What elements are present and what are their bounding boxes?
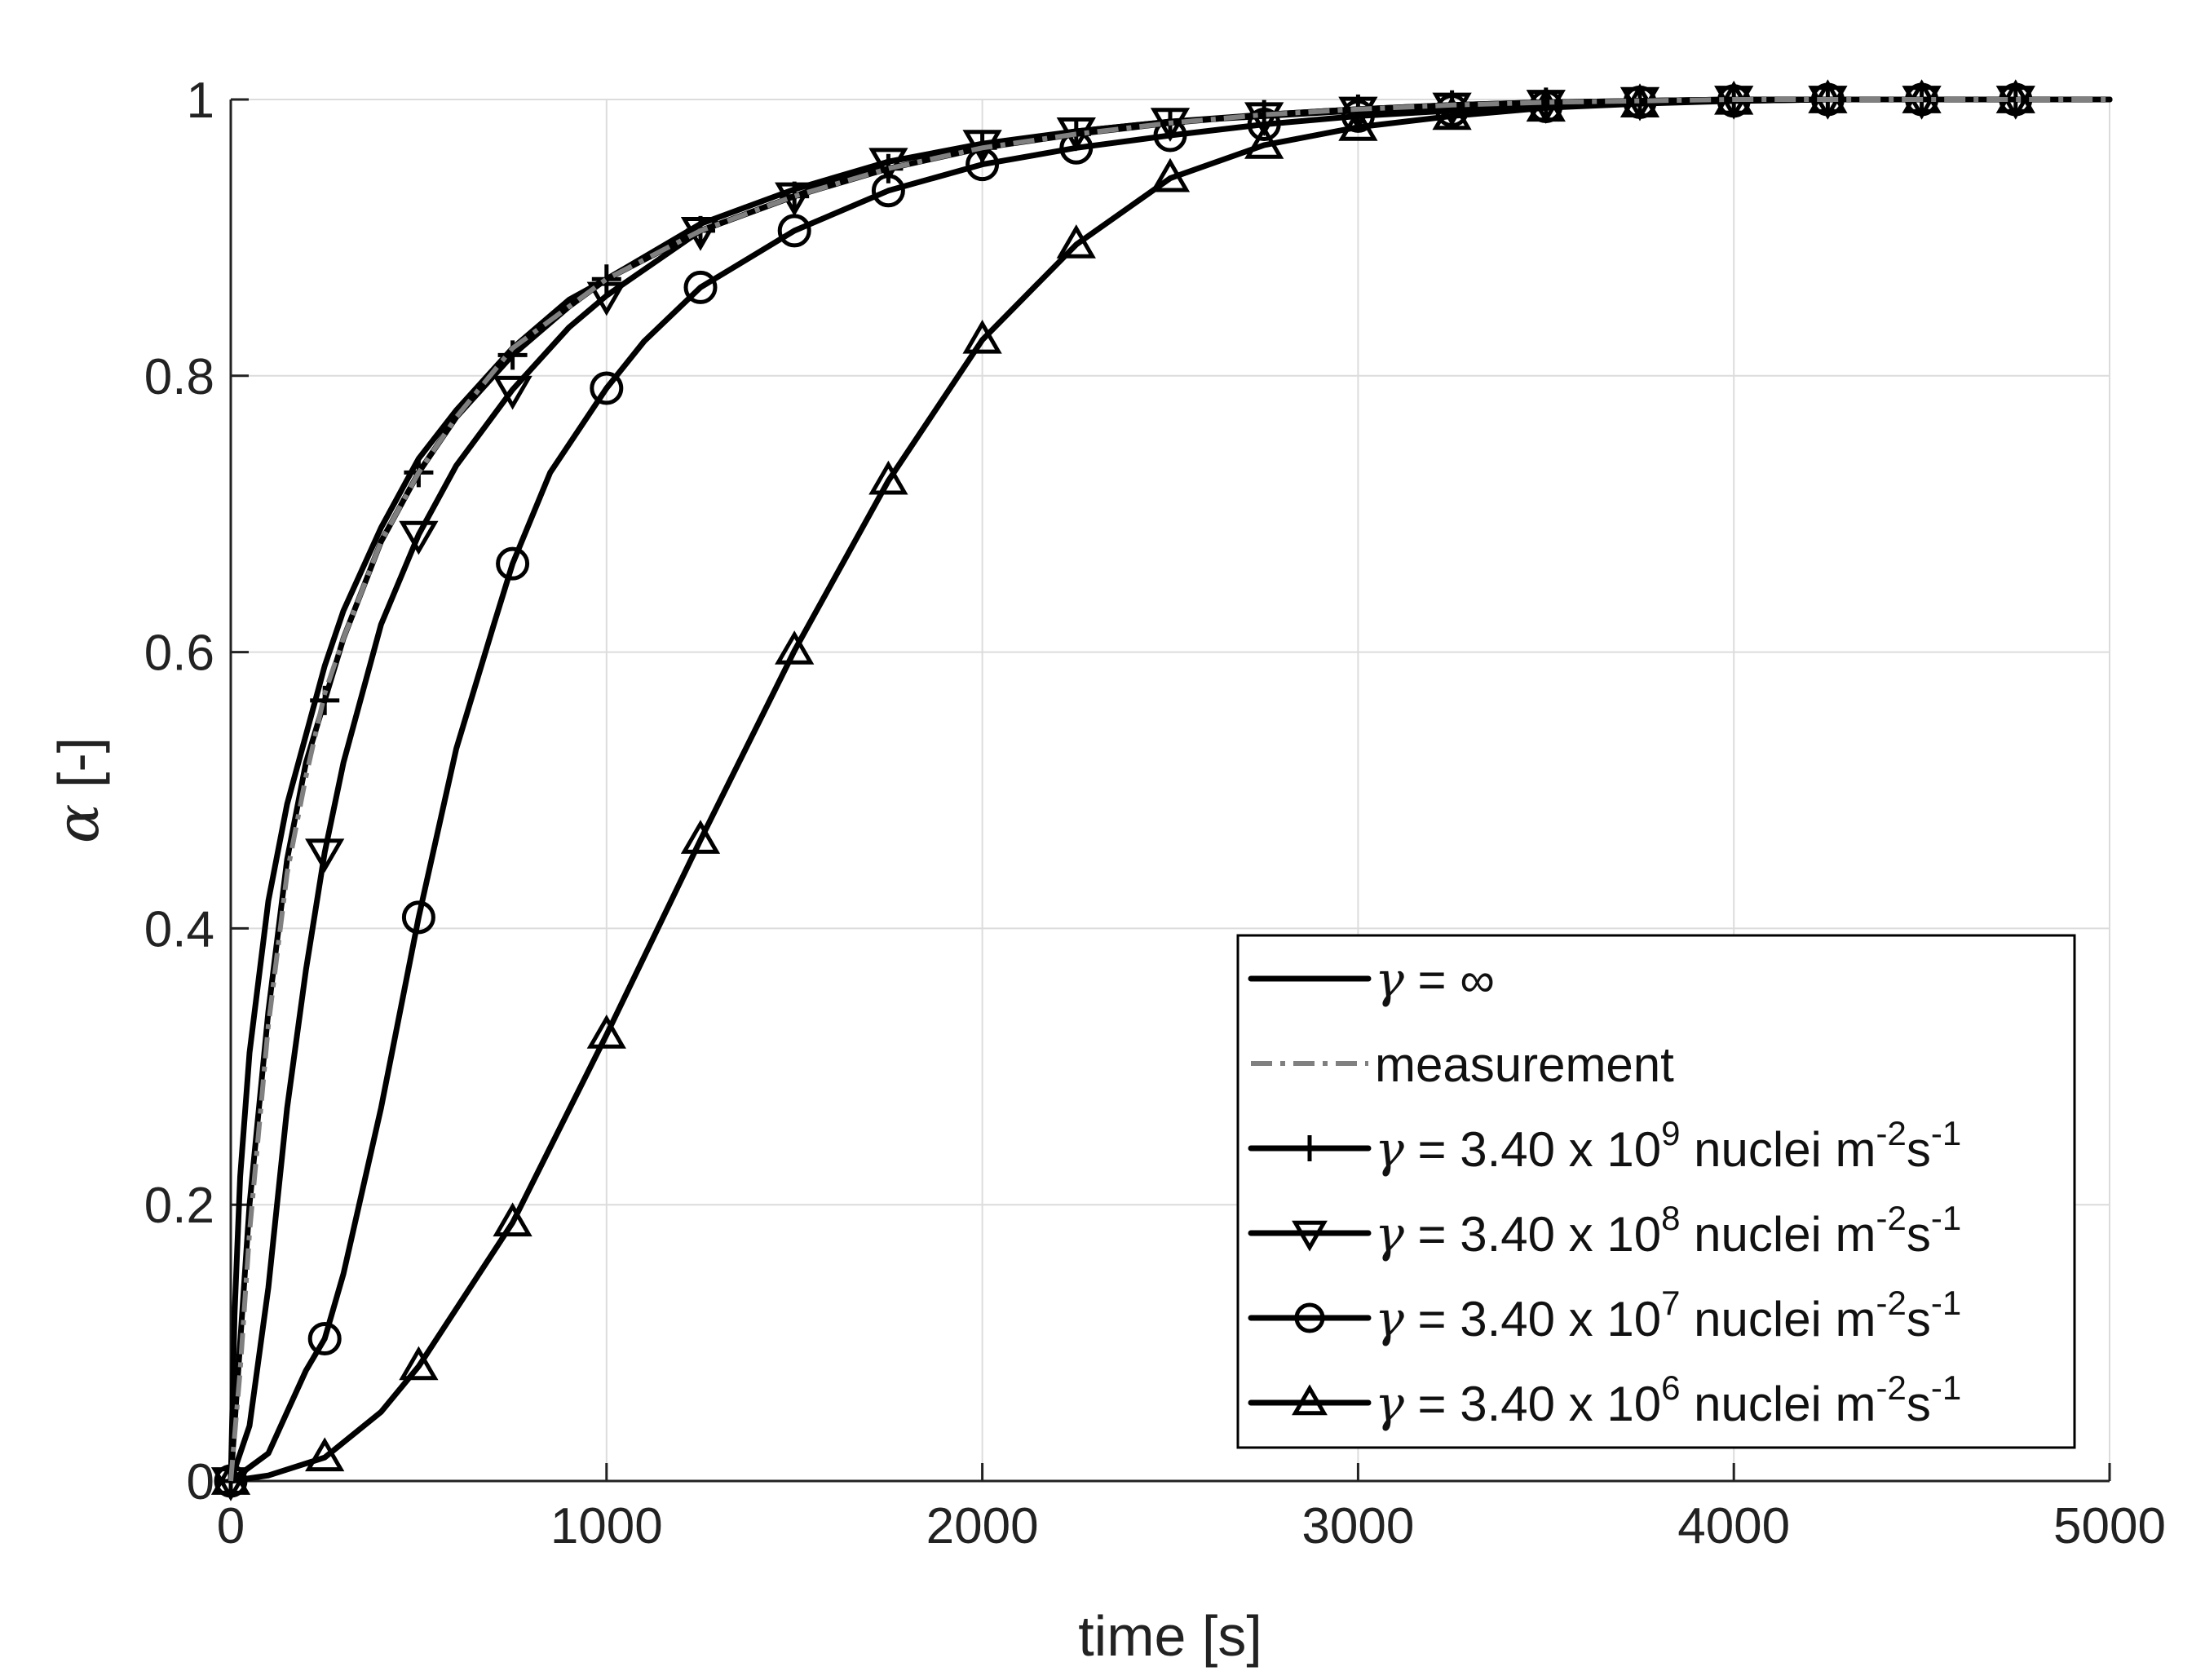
marker-triangle-up (680, 820, 721, 854)
legend-item: γ = 3.40 x 106 nuclei m-2s-1 (1248, 1368, 1961, 1433)
marker-triangle-up (399, 1346, 439, 1381)
legend-exponent: 9 (1661, 1114, 1680, 1152)
legend-item: γ = ∞ (1248, 952, 1495, 1009)
legend-text: nuclei m (1680, 1122, 1876, 1177)
series-line (228, 96, 2113, 1484)
legend-box (1236, 934, 2076, 1449)
legend-item: measurement (1251, 1037, 1674, 1092)
legend-exponent: -2 (1876, 1284, 1907, 1322)
x-axis-label: time [s] (1078, 1604, 1262, 1668)
marker-circle (496, 546, 530, 581)
x-tick-label: 4000 (1677, 1498, 1790, 1554)
y-tick-label: 0.4 (144, 901, 214, 957)
marker-circle (590, 371, 624, 405)
legend-text: s (1907, 1377, 1931, 1431)
y-tick-label: 1 (187, 73, 214, 129)
marker-circle (401, 900, 435, 935)
marker-circle (683, 270, 718, 304)
legend-label: γ = 3.40 x 108 nuclei m-2s-1 (1375, 1199, 1961, 1263)
legend-exponent: -2 (1876, 1199, 1907, 1237)
series-line (228, 97, 2110, 1482)
legend-text: = 3.40 x 10 (1404, 1292, 1661, 1346)
y-tick-label: 0 (187, 1454, 214, 1510)
marker-triangle-down (1292, 1220, 1328, 1252)
legend-text: = 3.40 x 10 (1404, 1122, 1661, 1177)
marker-triangle-down (493, 375, 532, 410)
legend-text: nuclei m (1680, 1377, 1876, 1431)
marker-circle (307, 1322, 342, 1356)
marker-triangle-up (586, 1015, 626, 1049)
legend-exponent: 7 (1661, 1284, 1680, 1322)
legend-exponent: 8 (1661, 1199, 1680, 1237)
legend-exponent: -2 (1876, 1368, 1907, 1407)
y-tick-label: 0.8 (144, 349, 214, 405)
legend-text: = 3.40 x 10 (1404, 1207, 1661, 1262)
legend-label: measurement (1375, 1037, 1674, 1092)
y-tick-label: 0.2 (144, 1178, 214, 1234)
marker-triangle-up (1292, 1384, 1328, 1416)
grid (230, 99, 2110, 1482)
axes: 0 1000 2000 3000 4000 5000 0 0.2 0.4 0.6 0.8 1 (144, 73, 2166, 1554)
legend-symbol: γ (1375, 1121, 1404, 1178)
legend-symbol: γ (1375, 1206, 1404, 1263)
legend-item: γ = 3.40 x 107 nuclei m-2s-1 (1248, 1284, 1961, 1348)
legend-exponent: -1 (1931, 1199, 1961, 1237)
x-tick-label: 3000 (1301, 1498, 1414, 1554)
x-tick-label: 0 (217, 1498, 245, 1554)
marker-triangle-up (305, 1437, 345, 1472)
legend-label: γ = 3.40 x 106 nuclei m-2s-1 (1375, 1368, 1961, 1433)
legend-text: = ∞ (1404, 953, 1495, 1007)
legend-item: γ = 3.40 x 109 nuclei m-2s-1 (1248, 1114, 1961, 1178)
series-layer (210, 79, 2113, 1501)
legend-text: nuclei m (1680, 1207, 1876, 1262)
y-axis-label: α [-] (43, 737, 112, 843)
legend-exponent: -1 (1931, 1284, 1961, 1322)
y-axis-label-symbol: α (43, 804, 112, 844)
legend-text: nuclei m (1680, 1292, 1876, 1346)
marker-triangle-up (1244, 125, 1284, 159)
legend-symbol: γ (1375, 952, 1404, 1009)
y-tick-label: 0.6 (144, 626, 214, 682)
marker-triangle-up (1338, 107, 1378, 141)
x-tick-label: 2000 (926, 1498, 1039, 1554)
legend-text: s (1907, 1122, 1931, 1177)
legend-label: γ = 3.40 x 109 nuclei m-2s-1 (1375, 1114, 1961, 1178)
x-tick-label: 1000 (550, 1498, 663, 1554)
marker-plus (1297, 1135, 1323, 1161)
legend-item: γ = 3.40 x 108 nuclei m-2s-1 (1248, 1199, 1961, 1263)
marker-triangle-down (399, 520, 439, 555)
marker-triangle-up (962, 319, 1002, 354)
marker-triangle-up (775, 630, 815, 665)
marker-triangle-up (1150, 157, 1191, 192)
legend-text: = 3.40 x 10 (1404, 1377, 1661, 1431)
legend-symbol: γ (1375, 1376, 1404, 1433)
legend-label: γ = 3.40 x 107 nuclei m-2s-1 (1375, 1284, 1961, 1348)
legend-text: measurement (1375, 1037, 1674, 1092)
series-1 (228, 97, 2110, 1482)
legend-exponent: -1 (1931, 1114, 1961, 1152)
marker-triangle-up (493, 1202, 532, 1237)
legend-label: γ = ∞ (1375, 952, 1495, 1009)
marker-triangle-down (305, 838, 345, 873)
y-axis-label-unit: [-] (46, 737, 110, 788)
series-0 (228, 96, 2113, 1484)
marker-triangle-up (1056, 224, 1096, 259)
legend-exponent: -2 (1876, 1114, 1907, 1152)
x-tick-label: 5000 (2053, 1498, 2166, 1554)
legend-text: s (1907, 1207, 1931, 1262)
legend-exponent: -1 (1931, 1368, 1961, 1407)
marker-circle (1294, 1302, 1325, 1333)
legend-symbol: γ (1375, 1291, 1404, 1348)
marker-triangle-up (868, 460, 908, 495)
legend-exponent: 6 (1661, 1368, 1680, 1407)
legend-text: s (1907, 1292, 1931, 1346)
